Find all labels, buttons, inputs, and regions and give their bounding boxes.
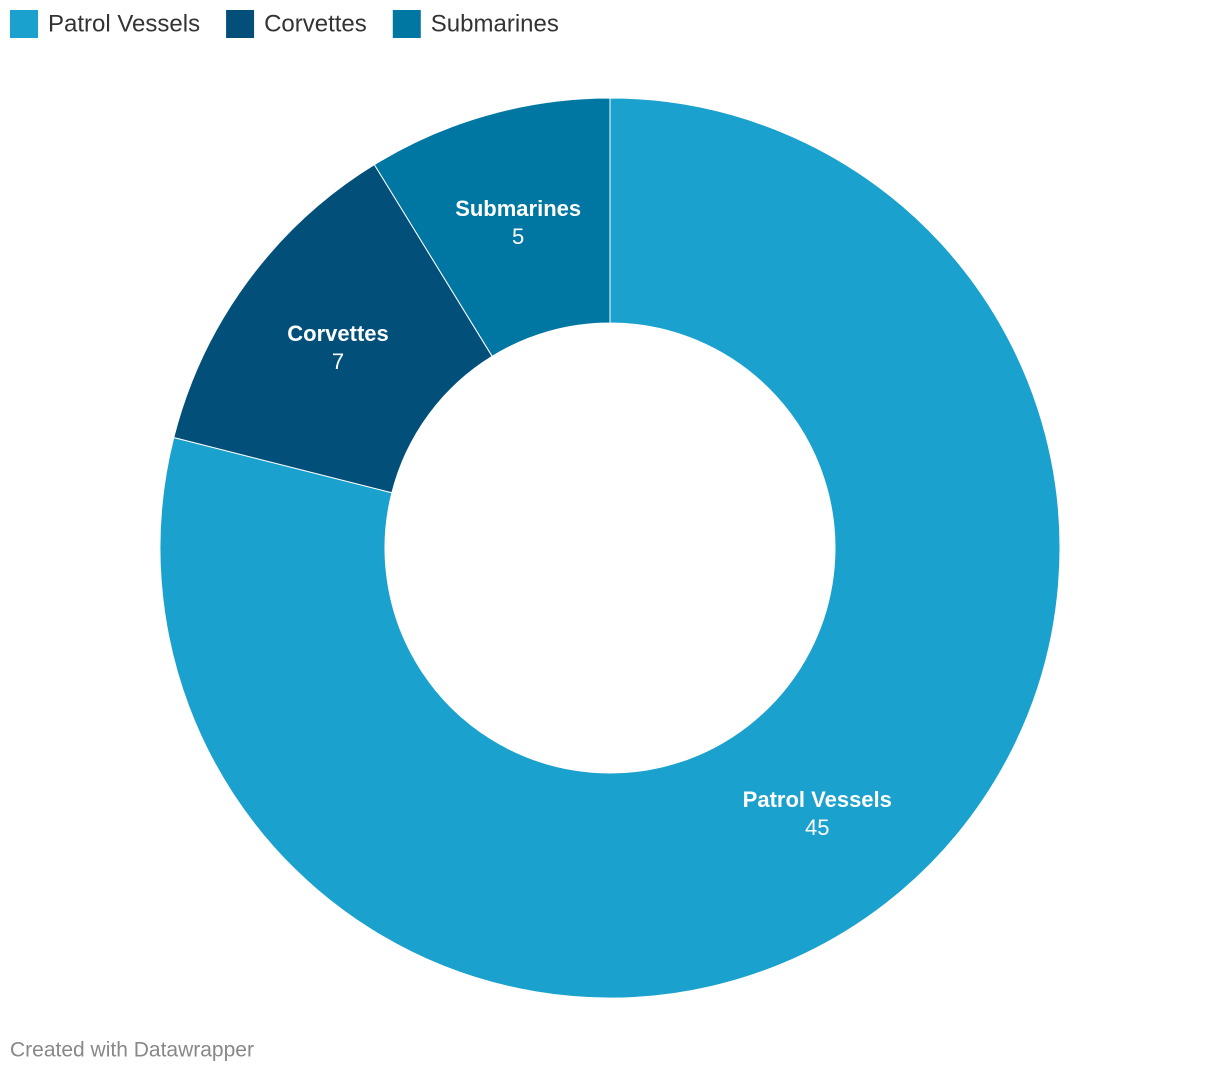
legend-swatch <box>226 10 255 38</box>
slice-value: 5 <box>512 224 524 249</box>
slice-label: Submarines <box>455 196 581 221</box>
slice-value: 7 <box>332 349 344 374</box>
slice-value: 45 <box>805 815 829 840</box>
legend-label: Patrol Vessels <box>48 10 200 37</box>
slice-label: Corvettes <box>287 321 388 346</box>
legend-label: Corvettes <box>264 10 367 37</box>
legend-swatch <box>392 10 421 38</box>
slice <box>159 97 1061 999</box>
legend-label: Submarines <box>431 10 559 37</box>
slice <box>373 97 611 358</box>
legend-swatch <box>10 10 38 38</box>
slice <box>173 163 493 494</box>
credit: Created with Datawrapper <box>10 1039 254 1062</box>
slice-label: Patrol Vessels <box>743 787 892 812</box>
